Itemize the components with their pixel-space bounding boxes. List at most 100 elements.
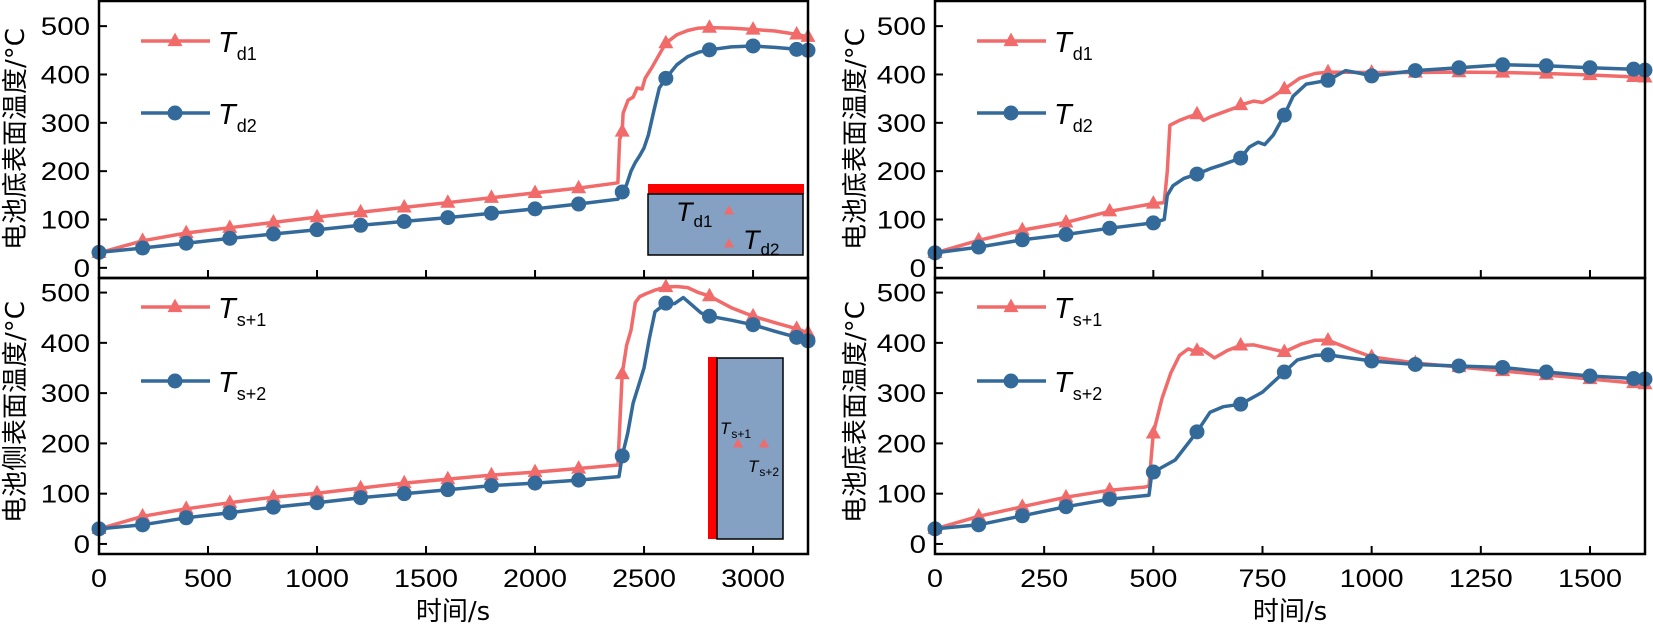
- data-point-marker: [1364, 68, 1380, 84]
- symbol-main: T: [218, 99, 238, 131]
- series-s+2: [91, 295, 816, 537]
- data-point-marker: [658, 278, 674, 293]
- inset-label-1: Ts+1: [720, 419, 751, 441]
- legend: Ts+1Ts+2: [141, 293, 266, 404]
- axes-frame: [97, 276, 810, 556]
- data-point-marker: [1102, 220, 1118, 236]
- sensor-marker: [759, 438, 769, 448]
- data-point-marker: [1145, 424, 1161, 439]
- y-tick-label: 300: [877, 109, 926, 137]
- series-d2: [91, 38, 816, 260]
- x-tick-label: 750: [1239, 565, 1287, 593]
- data-point-marker: [1364, 353, 1380, 369]
- data-point-marker: [1102, 202, 1118, 217]
- data-point-marker: [353, 217, 369, 233]
- data-point-marker: [1145, 195, 1161, 209]
- symbol-main: T: [748, 457, 760, 476]
- legend-label: Ts+1: [218, 293, 266, 330]
- data-point-marker: [135, 240, 151, 256]
- data-point-marker: [353, 479, 369, 494]
- legend-item-s+1: Ts+1: [141, 293, 266, 330]
- panel-4: 0 100 200 300 400 500 0 250 500 750 1000 1250 1500 电池…: [841, 276, 1653, 627]
- data-point-marker: [483, 205, 499, 221]
- data-point-marker: [265, 488, 281, 503]
- symbol-main: T: [1054, 27, 1074, 59]
- data-point-marker: [1538, 58, 1554, 74]
- data-point-marker: [309, 495, 325, 511]
- symbol-subscript: s+2: [237, 384, 267, 404]
- legend-marker-circle: [1003, 373, 1019, 389]
- data-point-marker: [971, 239, 987, 255]
- data-point-marker: [789, 25, 805, 40]
- data-point-marker: [1102, 491, 1118, 507]
- data-point-marker: [440, 210, 456, 226]
- data-point-marker: [1538, 364, 1554, 380]
- data-point-marker: [135, 517, 151, 533]
- data-point-marker: [745, 38, 761, 54]
- sensor-marker: [724, 205, 734, 215]
- legend-label: Td1: [1054, 27, 1093, 64]
- symbol-main: T: [218, 293, 238, 325]
- data-point-marker: [1058, 226, 1074, 242]
- legend-marker-circle: [1003, 105, 1019, 121]
- data-point-marker: [265, 214, 281, 228]
- inset-label-2: Ts+2: [748, 457, 779, 479]
- data-point-marker: [1189, 342, 1205, 356]
- y-tick-label: 0: [74, 254, 90, 282]
- data-point-marker: [1233, 150, 1249, 166]
- heater-plate: [648, 184, 804, 194]
- data-point-marker: [971, 517, 987, 533]
- x-tick-label: 1500: [394, 565, 458, 593]
- data-point-marker: [440, 194, 456, 208]
- symbol-main: T: [1054, 293, 1074, 325]
- legend-marker-triangle: [167, 32, 183, 47]
- data-point-marker: [701, 308, 717, 324]
- x-tick-label: 0: [927, 565, 943, 593]
- legend-item-d1: Td1: [977, 27, 1093, 64]
- data-point-marker: [1276, 364, 1292, 380]
- data-point-marker: [614, 123, 630, 137]
- x-axis-label: 时间/s: [1253, 597, 1327, 627]
- x-tick-label: 1500: [1558, 565, 1622, 593]
- legend-label: Td1: [218, 27, 257, 64]
- data-point-marker: [1451, 60, 1467, 76]
- x-tick-label: 3000: [721, 565, 785, 593]
- data-point-marker: [701, 42, 717, 58]
- x-tick-label: 1250: [1449, 565, 1513, 593]
- data-point-marker: [178, 224, 194, 239]
- x-tick-label: 1000: [285, 565, 349, 593]
- data-point-marker: [1014, 508, 1030, 524]
- y-tick-label: 200: [41, 157, 90, 185]
- legend-item-s+2: Ts+2: [977, 367, 1102, 404]
- series-s+2: [927, 347, 1653, 537]
- inset-label-1: Td1: [676, 197, 712, 231]
- data-point-marker: [1582, 60, 1598, 76]
- battery-cell: [716, 357, 784, 540]
- data-point-marker: [658, 70, 674, 86]
- data-point-marker: [222, 505, 238, 521]
- data-point-marker: [483, 466, 499, 481]
- data-point-marker: [178, 500, 194, 514]
- battery-inset-diagram: Ts+1 Ts+2: [708, 357, 784, 540]
- y-axis-label: 电池底表面温度/°C: [841, 301, 871, 523]
- legend-label: Td2: [1054, 99, 1093, 136]
- data-point-marker: [396, 199, 412, 213]
- sensor-marker: [733, 438, 743, 448]
- data-point-marker: [614, 365, 630, 380]
- legend: Td1 Td2: [977, 27, 1093, 136]
- symbol-subscript: s+1: [237, 310, 267, 330]
- y-tick-label: 400: [41, 61, 90, 89]
- data-point-marker: [1276, 343, 1292, 358]
- y-tick-label: 300: [41, 109, 90, 137]
- symbol-main: T: [218, 27, 238, 59]
- data-point-marker: [745, 21, 761, 35]
- data-point-marker: [1014, 221, 1030, 236]
- data-point-marker: [527, 463, 543, 478]
- series-d1: [91, 19, 816, 258]
- legend-item-s+2: Ts+2: [141, 367, 266, 404]
- legend: Ts+1Ts+2: [977, 293, 1102, 404]
- symbol-main: T: [1054, 99, 1074, 131]
- data-point-marker: [483, 478, 499, 494]
